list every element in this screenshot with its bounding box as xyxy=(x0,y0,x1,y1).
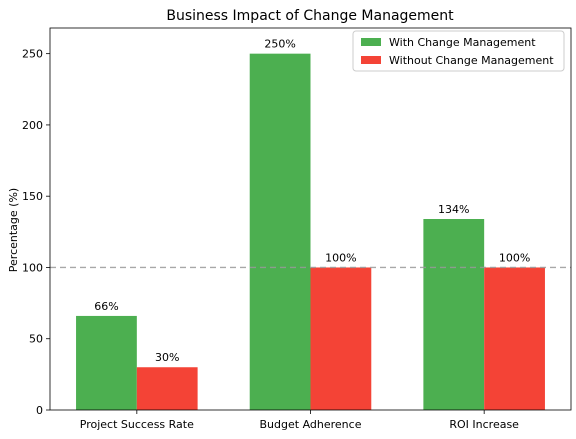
legend-label: With Change Management xyxy=(389,36,536,49)
data-label: 134% xyxy=(438,203,469,216)
y-tick-label: 150 xyxy=(22,190,43,203)
bar xyxy=(423,219,485,410)
bar xyxy=(484,267,545,410)
bar xyxy=(249,53,311,410)
y-tick-label: 100 xyxy=(22,261,43,274)
legend-box xyxy=(352,30,565,72)
data-label: 100% xyxy=(499,251,530,264)
y-tick-label: 50 xyxy=(29,333,43,346)
x-tick-label: ROI Increase xyxy=(449,418,519,431)
plot-area: 66% 30% Project Success Rate 250% 100% Budget… xyxy=(22,27,572,431)
x-tick-label: Project Success Rate xyxy=(80,418,194,431)
chart-title: Business Impact of Change Management xyxy=(166,8,454,24)
data-label: 100% xyxy=(325,251,356,264)
y-tick-label: 0 xyxy=(36,404,43,417)
bar xyxy=(136,367,198,410)
legend-swatch xyxy=(361,56,381,64)
x-tick-label: Budget Adherence xyxy=(260,418,362,431)
legend: With Change Management Without Change Man… xyxy=(352,30,565,72)
y-tick-label: 250 xyxy=(22,48,43,61)
data-label: 30% xyxy=(155,351,179,364)
legend-label: Without Change Management xyxy=(389,54,554,67)
y-tick-label: 200 xyxy=(22,119,43,132)
plot-frame xyxy=(49,27,572,411)
data-label: 66% xyxy=(94,300,118,313)
bar xyxy=(76,315,137,410)
data-label: 250% xyxy=(264,38,295,51)
legend-swatch xyxy=(361,38,381,46)
bar xyxy=(310,267,372,410)
y-axis-label: Percentage (%) xyxy=(7,188,20,272)
